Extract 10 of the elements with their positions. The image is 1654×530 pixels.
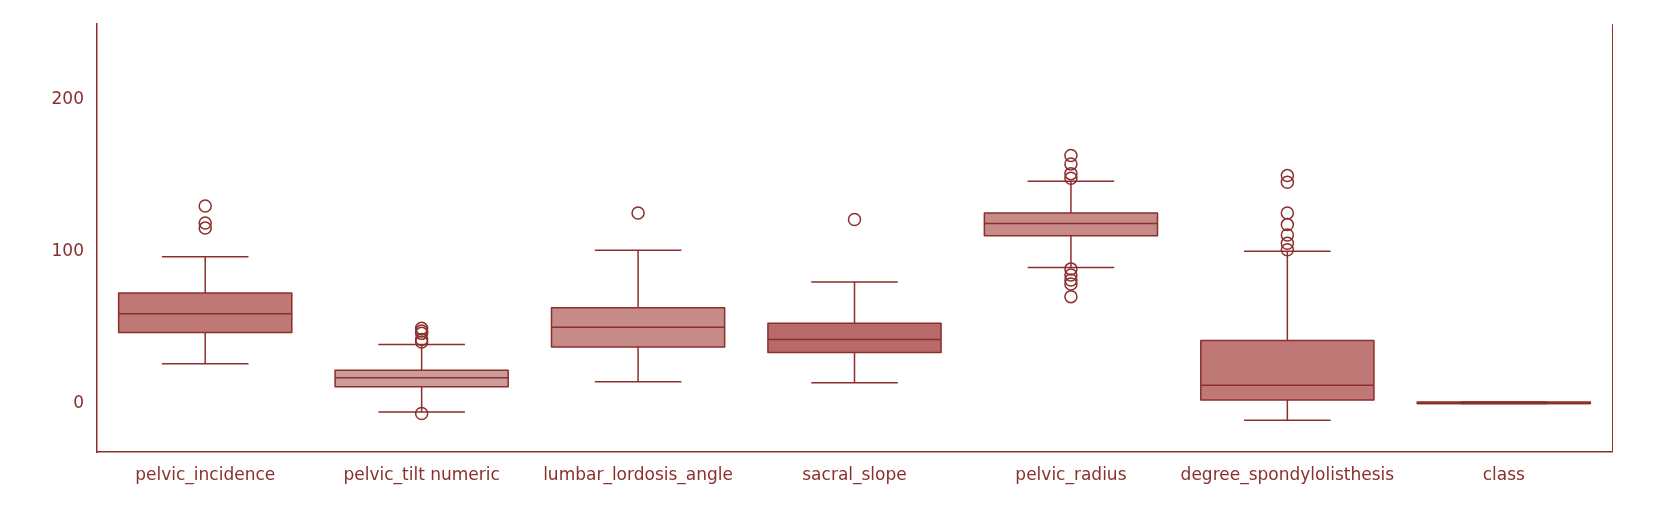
- x-tick-label: degree_spondylolisthesis: [1180, 463, 1395, 485]
- y-tick-label: 200: [51, 88, 84, 109]
- x-tick-label: pelvic_incidence: [135, 463, 276, 485]
- x-tick-label: sacral_slope: [802, 463, 907, 485]
- x-tick-label: pelvic_radius: [1015, 463, 1127, 485]
- y-tick-label: 100: [51, 240, 84, 261]
- x-tick-label: class: [1482, 463, 1526, 484]
- y-tick-label: 0: [73, 391, 84, 412]
- x-tick-label: lumbar_lordosis_angle: [543, 463, 734, 485]
- x-tick-label: pelvic_tilt numeric: [343, 463, 500, 485]
